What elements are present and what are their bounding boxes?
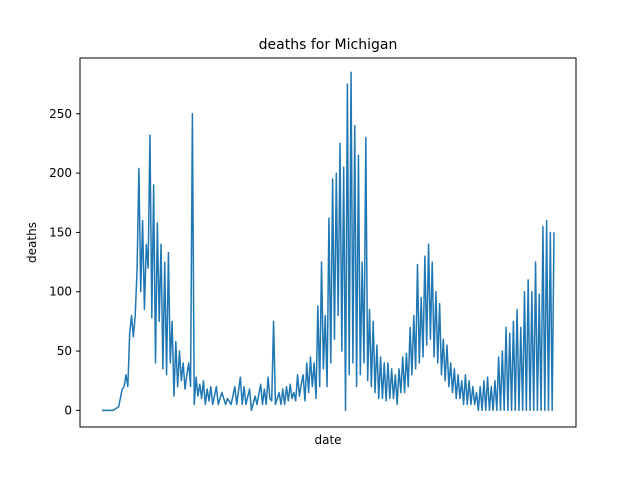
deaths-series-line (102, 71, 555, 412)
y-axis-ticks: 0 50 100 150 200 250 (49, 107, 80, 417)
chart-title: deaths for Michigan (259, 37, 398, 53)
y-tick-label: 0 (64, 403, 72, 417)
plot-area-frame (79, 57, 577, 428)
y-axis-label: deaths (25, 222, 39, 263)
y-tick-label: 50 (57, 344, 72, 358)
y-tick-label: 150 (49, 225, 72, 239)
x-axis-label: date (314, 433, 341, 447)
y-tick-label: 100 (49, 285, 72, 299)
y-tick-label: 200 (49, 166, 72, 180)
y-tick-label: 250 (49, 107, 72, 121)
